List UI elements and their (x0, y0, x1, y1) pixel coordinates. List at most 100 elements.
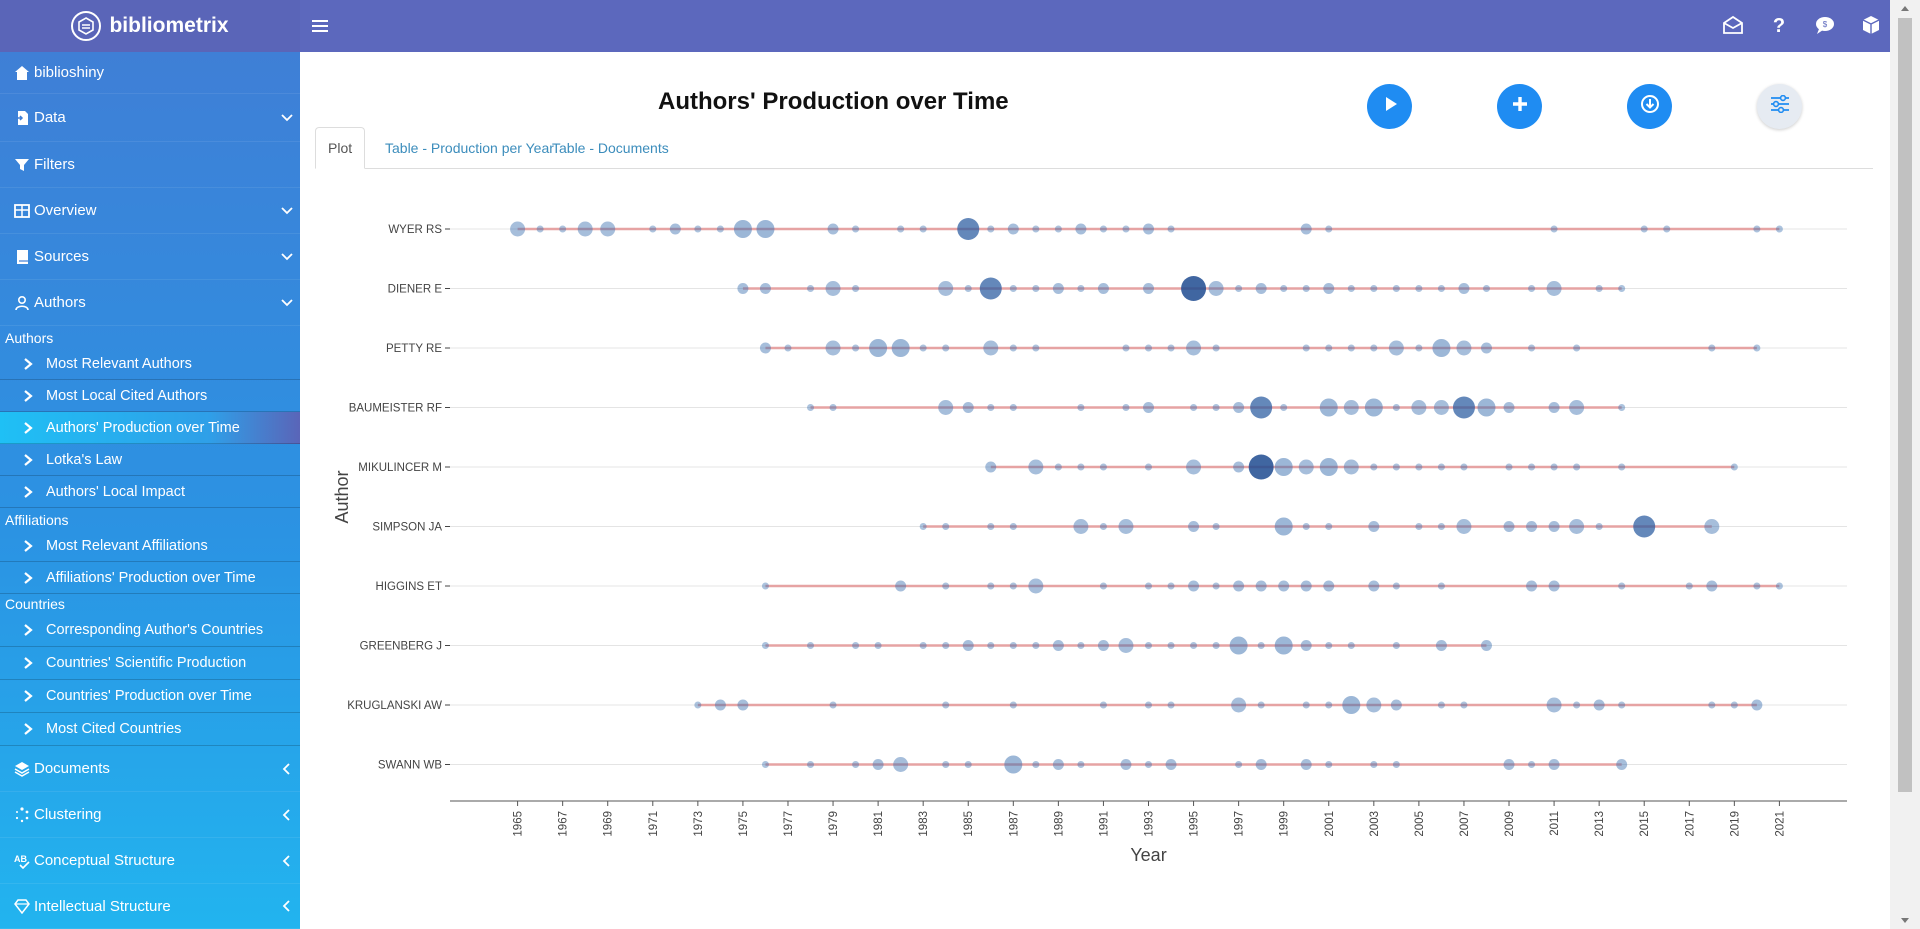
production-bubble (1751, 699, 1763, 711)
x-tick-label: 1979 (828, 811, 840, 837)
scroll-up-arrow-icon[interactable] (1901, 6, 1909, 11)
tab-plot[interactable]: Plot (315, 127, 366, 169)
chevron-right-icon (22, 453, 34, 466)
sidebar-item-biblioshiny[interactable]: biblioshiny (0, 52, 300, 94)
production-bubble (1032, 285, 1040, 292)
production-bubble (1460, 463, 1468, 471)
sidebar-item-most-relevant-authors[interactable]: Most Relevant Authors (0, 348, 300, 380)
production-bubble (1145, 344, 1152, 352)
production-bubble (1437, 523, 1445, 530)
x-tick-label: 1969 (603, 811, 615, 837)
production-bubble (1099, 225, 1107, 233)
add-to-report-button[interactable] (1497, 84, 1542, 129)
top-navbar: bibliometrix ? $ (0, 0, 1920, 52)
sidebar-item-authors[interactable]: Authors (0, 280, 300, 326)
sidebar-item-label: Most Cited Countries (46, 721, 182, 737)
production-bubble (957, 218, 980, 240)
production-bubble (962, 640, 974, 651)
production-bubble (1032, 642, 1040, 649)
sidebar-item-conceptual-structure[interactable]: AB Conceptual Structure (0, 838, 300, 884)
help-icon[interactable]: ? (1766, 12, 1792, 38)
menu-toggle-icon[interactable] (312, 13, 334, 39)
sidebar-item-overview[interactable]: Overview (0, 188, 300, 234)
production-bubble (1233, 580, 1245, 592)
x-tick-label: 1973 (693, 811, 705, 837)
run-button[interactable] (1367, 84, 1412, 129)
production-bubble (1302, 701, 1310, 709)
page-scrollbar[interactable] (1890, 0, 1920, 929)
sidebar-item-documents[interactable]: Documents (0, 746, 300, 792)
production-bubble (1077, 285, 1085, 292)
production-bubble (1319, 458, 1338, 476)
sidebar-item-label: Intellectual Structure (34, 897, 171, 915)
download-circle-icon (1640, 94, 1660, 119)
production-bubble (600, 221, 616, 237)
chevron-down-icon (280, 296, 294, 310)
envelope-open-icon[interactable] (1720, 12, 1746, 38)
sidebar-item-countries-production-over-time[interactable]: Countries' Production over Time (0, 680, 300, 713)
production-bubble (1528, 344, 1536, 352)
file-import-icon (14, 110, 30, 126)
production-bubble (1007, 223, 1019, 235)
author-tick-label: KRUGLANSKI AW (347, 700, 442, 712)
production-bubble (979, 277, 1002, 300)
production-bubble (1347, 642, 1355, 649)
chevron-down-icon (280, 204, 294, 218)
production-bubble (1052, 283, 1064, 294)
brand[interactable]: bibliometrix (0, 0, 300, 52)
production-bubble (1075, 223, 1087, 235)
production-bubble (1302, 285, 1310, 292)
production-bubble (1323, 283, 1335, 294)
sidebar-item-most-relevant-affiliations[interactable]: Most Relevant Affiliations (0, 530, 300, 562)
options-button[interactable] (1757, 84, 1802, 129)
sidebar-item-most-cited-countries[interactable]: Most Cited Countries (0, 713, 300, 746)
production-bubble (649, 225, 657, 233)
production-bubble (1325, 344, 1333, 352)
sidebar-item-intellectual-structure[interactable]: Intellectual Structure (0, 884, 300, 929)
production-bubble (1122, 404, 1130, 411)
sidebar-item-clustering[interactable]: Clustering (0, 792, 300, 838)
sidebar-item-affiliations-production-over-time[interactable]: Affiliations' Production over Time (0, 562, 300, 594)
sidebar-item-label: Authors (34, 294, 86, 311)
scroll-down-arrow-icon[interactable] (1901, 918, 1909, 923)
sidebar-item-filters[interactable]: Filters (0, 142, 300, 188)
production-bubble (1456, 519, 1472, 534)
production-bubble (1526, 521, 1538, 532)
x-tick-label: 1999 (1279, 811, 1291, 837)
sidebar-item-lotkas-law[interactable]: Lotka's Law (0, 444, 300, 476)
x-tick-label: 2021 (1774, 811, 1786, 837)
production-bubble (761, 761, 769, 768)
x-tick-label: 1967 (558, 811, 570, 837)
production-bubble (1212, 642, 1220, 649)
sidebar-item-sources[interactable]: Sources (0, 234, 300, 280)
production-bubble (1235, 761, 1243, 768)
production-bubble (1482, 285, 1490, 292)
cube-icon[interactable] (1858, 12, 1884, 38)
production-bubble (1099, 523, 1107, 530)
production-bubble (1550, 463, 1558, 471)
production-bubble (942, 344, 950, 352)
sidebar-item-corresponding-authors-countries[interactable]: Corresponding Author's Countries (0, 614, 300, 647)
scrollbar-thumb[interactable] (1898, 18, 1912, 792)
sidebar-item-countries-scientific-production[interactable]: Countries' Scientific Production (0, 647, 300, 680)
production-bubble (1145, 701, 1152, 709)
tab-table-documents[interactable]: Table - Documents (552, 140, 669, 156)
x-tick-label: 1977 (783, 811, 795, 837)
production-bubble (1573, 701, 1581, 709)
chevron-right-icon (22, 657, 34, 669)
production-bubble (694, 701, 702, 709)
production-bubble (1099, 582, 1107, 590)
tab-table-production-per-year[interactable]: Table - Production per Year (385, 140, 554, 156)
donation-chat-icon[interactable]: $ (1812, 12, 1838, 38)
author-tick-label: DIENER E (388, 284, 443, 296)
sidebar-item-authors-local-impact[interactable]: Authors' Local Impact (0, 476, 300, 508)
production-bubble (1319, 398, 1338, 417)
production-bubble (1528, 761, 1536, 768)
production-bubble (1255, 283, 1267, 294)
sidebar-item-most-local-cited-authors[interactable]: Most Local Cited Authors (0, 380, 300, 412)
production-bubble (1099, 701, 1107, 709)
sidebar-item-authors-production-over-time[interactable]: Authors' Production over Time (0, 412, 300, 444)
chevron-right-icon (22, 571, 34, 584)
download-button[interactable] (1627, 84, 1672, 129)
sidebar-item-data[interactable]: Data (0, 94, 300, 142)
